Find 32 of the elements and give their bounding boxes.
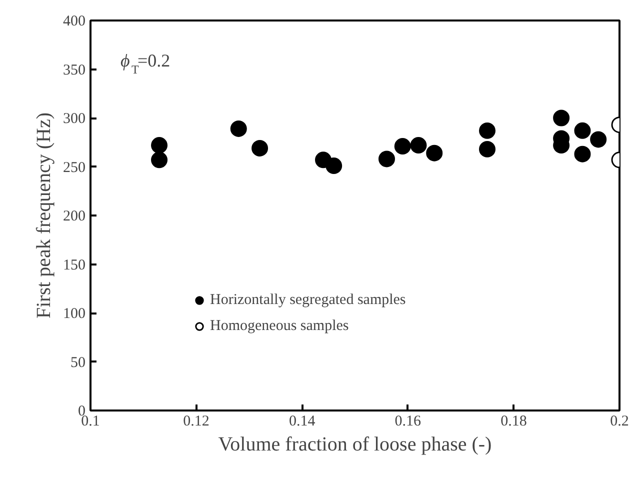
y-tick-label: 200 bbox=[63, 208, 86, 224]
point bbox=[230, 120, 247, 137]
x-tick-label: 0.16 bbox=[394, 414, 422, 430]
legend-label: Horizontally segregated samples bbox=[210, 292, 406, 308]
point bbox=[574, 122, 591, 139]
y-tick-label: 300 bbox=[63, 111, 86, 127]
point bbox=[252, 140, 268, 156]
point bbox=[326, 158, 342, 174]
x-tick-label: 0.14 bbox=[288, 414, 316, 430]
point bbox=[590, 131, 607, 148]
legend-label: Homogeneous samples bbox=[210, 318, 349, 334]
y-tick-label: 250 bbox=[63, 160, 86, 176]
point bbox=[574, 146, 591, 162]
point bbox=[426, 144, 443, 162]
point bbox=[553, 110, 570, 126]
point bbox=[410, 137, 427, 154]
y-tick-label: 150 bbox=[63, 257, 86, 274]
point bbox=[394, 138, 411, 155]
point bbox=[479, 122, 496, 139]
x-axis-title: Volume fraction of loose phase (-) bbox=[218, 434, 492, 456]
x-tick-label: 0.18 bbox=[500, 414, 527, 430]
y-tick-label: 400 bbox=[63, 14, 86, 30]
point bbox=[378, 150, 395, 168]
x-tick-label: 0.12 bbox=[183, 414, 210, 430]
point bbox=[151, 137, 168, 154]
point bbox=[151, 152, 168, 168]
y-axis-title: First peak frequency (Hz) bbox=[33, 112, 55, 319]
y-tick-label: 50 bbox=[70, 354, 86, 371]
point bbox=[479, 140, 496, 158]
y-tick-label: 100 bbox=[63, 306, 86, 322]
x-tick-label: 0.2 bbox=[610, 414, 629, 430]
y-tick-label: 350 bbox=[63, 62, 86, 78]
